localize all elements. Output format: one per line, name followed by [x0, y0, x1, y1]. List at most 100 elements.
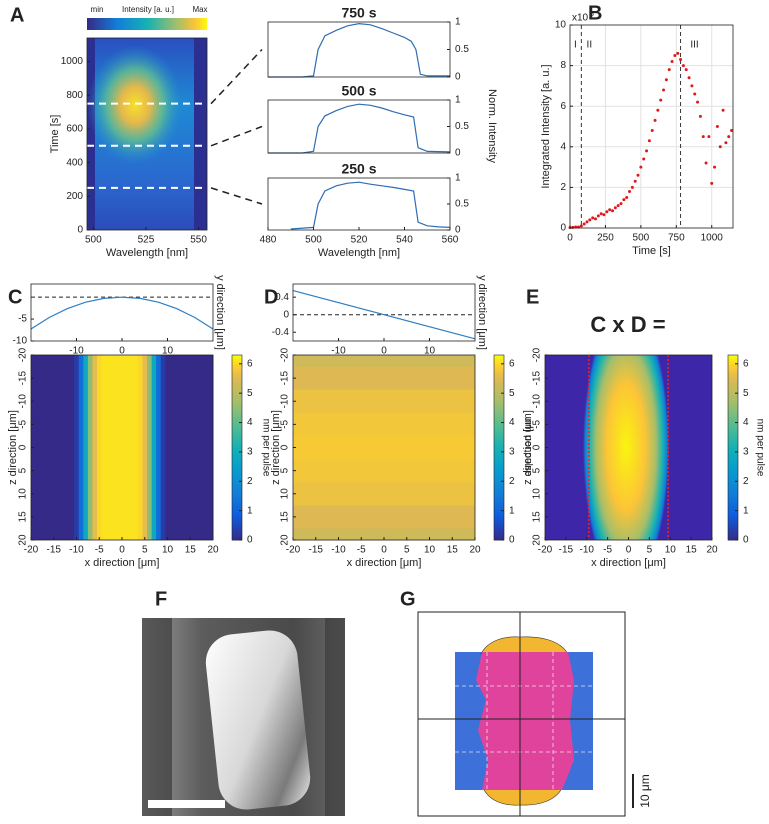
point	[673, 53, 677, 57]
y-tick-label: 4	[560, 141, 566, 152]
x-tick-label: 480	[260, 235, 277, 246]
y-tick-label: 400	[66, 157, 83, 168]
colorbar-cell	[494, 373, 504, 377]
y-tick-label: -20	[532, 347, 543, 362]
y-tick-label: 8	[560, 60, 566, 71]
point	[611, 209, 615, 213]
y-tick-label: 1	[455, 17, 461, 28]
chart-title: 250 s	[341, 161, 376, 177]
colorbar-cell	[494, 419, 504, 424]
colorbar-cell	[728, 536, 738, 541]
heat-strip	[51, 355, 57, 540]
colorbar-cell	[728, 462, 738, 467]
panel-label: G	[400, 588, 416, 610]
x-axis-label: Time [s]	[632, 245, 671, 257]
line	[268, 22, 450, 78]
point	[698, 114, 702, 118]
y-tick-label: 1	[455, 95, 461, 106]
line	[290, 181, 451, 230]
colorbar-cell	[494, 379, 504, 384]
colorbar-cell	[232, 407, 242, 411]
colorbar-cell	[232, 459, 242, 464]
connector	[210, 48, 263, 105]
heat-strip	[33, 355, 39, 540]
point	[670, 60, 674, 64]
panel-label: F	[155, 588, 167, 610]
colorbar-cell	[494, 398, 504, 402]
y-tick-label: -15	[532, 370, 543, 385]
colorbar-cell	[728, 364, 738, 368]
colorbar-frame	[493, 354, 505, 541]
colorbar-cell	[232, 506, 242, 510]
y-tick-label: 5	[532, 467, 543, 473]
colorbar-cell	[728, 459, 738, 464]
colorbar-cell	[232, 398, 242, 402]
point	[645, 149, 649, 153]
colorbar-title: Intensity [a. u.]	[122, 5, 174, 14]
y-tick-label: 800	[66, 90, 83, 101]
y-tick-label: 0	[455, 72, 461, 83]
colorbar-cell	[728, 355, 738, 359]
point	[616, 204, 620, 208]
colorbar-cell	[728, 469, 738, 473]
x-axis-label: x direction [μm]	[85, 557, 160, 569]
colorbar-cell	[232, 419, 242, 424]
y-tick-label: 0	[560, 223, 566, 234]
colorbar-cell	[232, 487, 242, 492]
point	[693, 92, 697, 96]
phase-label: III	[690, 40, 698, 51]
point	[636, 173, 640, 177]
panel-label: D	[264, 286, 278, 308]
colorbar-cell	[494, 447, 504, 451]
y-tick-label: 0.5	[455, 121, 469, 132]
colorbar-cell	[232, 385, 242, 390]
colorbar-cell	[232, 450, 242, 455]
colorbar-cell	[232, 367, 242, 371]
y-tick-label: 15	[532, 511, 543, 523]
point	[707, 135, 711, 139]
y-axis-label: Time [s]	[49, 115, 61, 154]
colorbar-cell	[232, 444, 242, 448]
heat-strip	[165, 355, 171, 540]
x-tick-label: -5	[603, 545, 612, 556]
heat-strip	[142, 355, 148, 540]
point	[701, 135, 705, 139]
colorbar-cell	[728, 530, 738, 535]
panel-label: E	[526, 286, 539, 308]
heat-strip	[293, 355, 475, 367]
x-tick-label: 10	[424, 545, 436, 556]
point	[664, 78, 668, 82]
x-tick-label: -5	[357, 545, 366, 556]
y-tick-label: 15	[280, 511, 291, 523]
point	[588, 218, 592, 222]
colorbar-cell	[494, 481, 504, 485]
colorbar-cell	[494, 410, 504, 414]
colorbar-cell	[728, 361, 738, 365]
x-tick-label: -10	[69, 545, 84, 556]
point	[608, 208, 612, 212]
phase-label: I	[574, 40, 577, 51]
x-tick-label: 0	[381, 346, 387, 357]
colorbar-cell	[728, 407, 738, 411]
colorbar-max: Max	[192, 5, 207, 14]
colorbar-cell	[728, 456, 738, 461]
heat-strip	[128, 355, 134, 540]
colorbar-tick-label: 5	[743, 388, 749, 399]
heat-strip	[156, 355, 162, 540]
x-axis-label: x direction [μm]	[347, 557, 422, 569]
colorbar-cell	[232, 509, 242, 513]
x-tick-label: -20	[286, 545, 301, 556]
colorbar-frame	[727, 354, 739, 541]
colorbar-cell	[494, 385, 504, 390]
y-tick-label: 1	[455, 173, 461, 184]
colorbar-cell	[728, 429, 738, 433]
colorbar-cell	[232, 456, 242, 461]
point	[642, 157, 646, 161]
y-tick-label: 5	[18, 467, 29, 473]
axes-frame	[267, 21, 451, 78]
point	[662, 88, 666, 92]
colorbar-cell	[728, 370, 738, 374]
heat-strip	[151, 355, 157, 540]
colorbar-tick-label: 4	[509, 417, 515, 428]
colorbar-cell	[494, 499, 504, 504]
